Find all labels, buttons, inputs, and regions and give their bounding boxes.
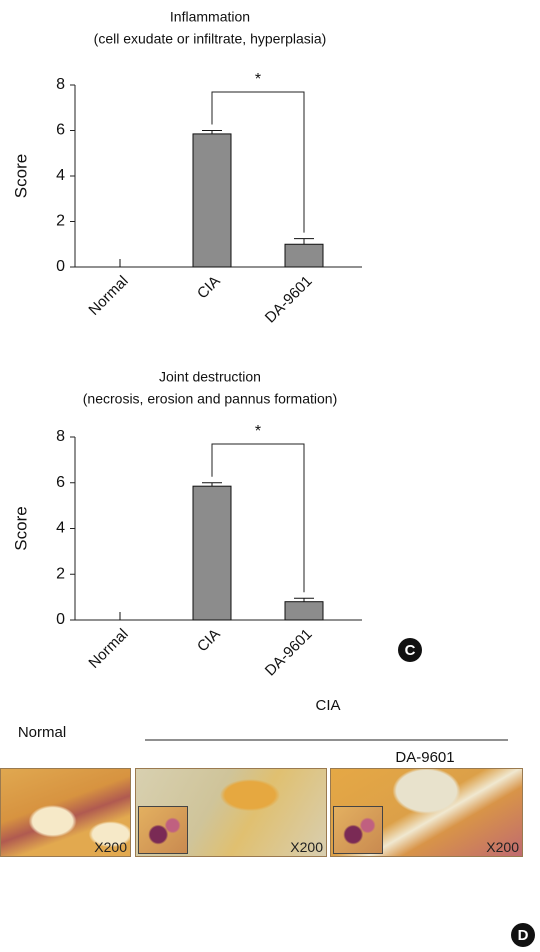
inset-image	[138, 806, 188, 854]
y-tick-label: 8	[56, 76, 65, 93]
magnification: X200	[94, 839, 127, 855]
figure: C Normal CIA DA-9601 D Inflammation (cell…	[0, 0, 540, 952]
annotation: *	[255, 71, 261, 88]
x-tick-label: DA-9601	[262, 626, 316, 680]
panel-label: C	[405, 642, 416, 659]
x-tick-label: DA-9601	[262, 273, 316, 327]
y-tick-label: 0	[56, 258, 65, 275]
inset-image	[333, 806, 383, 854]
x-tick-label: Normal	[85, 273, 131, 319]
histology-image: X200	[135, 768, 327, 857]
magnification: X200	[486, 839, 519, 855]
y-tick-label: 2	[56, 565, 65, 582]
chart-title: Inflammation	[170, 9, 250, 25]
annotation: *	[255, 423, 261, 440]
y-tick-label: 4	[56, 167, 65, 184]
x-tick-label: Normal	[85, 626, 131, 672]
panel-label: D	[518, 927, 529, 944]
chart-subtitle: (cell exudate or infiltrate, hyperplasia…	[94, 31, 327, 47]
y-tick-label: 6	[56, 474, 65, 491]
magnification: X200	[290, 839, 323, 855]
bar	[193, 134, 231, 267]
y-axis-label: Score	[11, 506, 30, 550]
x-tick-label: CIA	[194, 626, 224, 656]
bar	[285, 244, 323, 267]
histology-image: X200	[0, 768, 131, 857]
chart-subtitle: (necrosis, erosion and pannus formation)	[83, 391, 337, 407]
group-label: Normal	[18, 724, 66, 741]
histology-image: X200	[330, 768, 523, 857]
group-label: CIA	[315, 697, 340, 714]
y-tick-label: 0	[56, 611, 65, 628]
bar	[285, 602, 323, 620]
group-label: DA-9601	[395, 749, 454, 766]
bar	[193, 486, 231, 620]
x-tick-label: CIA	[194, 273, 224, 303]
y-tick-label: 2	[56, 213, 65, 230]
y-tick-label: 6	[56, 122, 65, 139]
chart-title: Joint destruction	[159, 369, 261, 385]
y-tick-label: 4	[56, 520, 65, 537]
y-tick-label: 8	[56, 428, 65, 445]
y-axis-label: Score	[11, 154, 30, 198]
